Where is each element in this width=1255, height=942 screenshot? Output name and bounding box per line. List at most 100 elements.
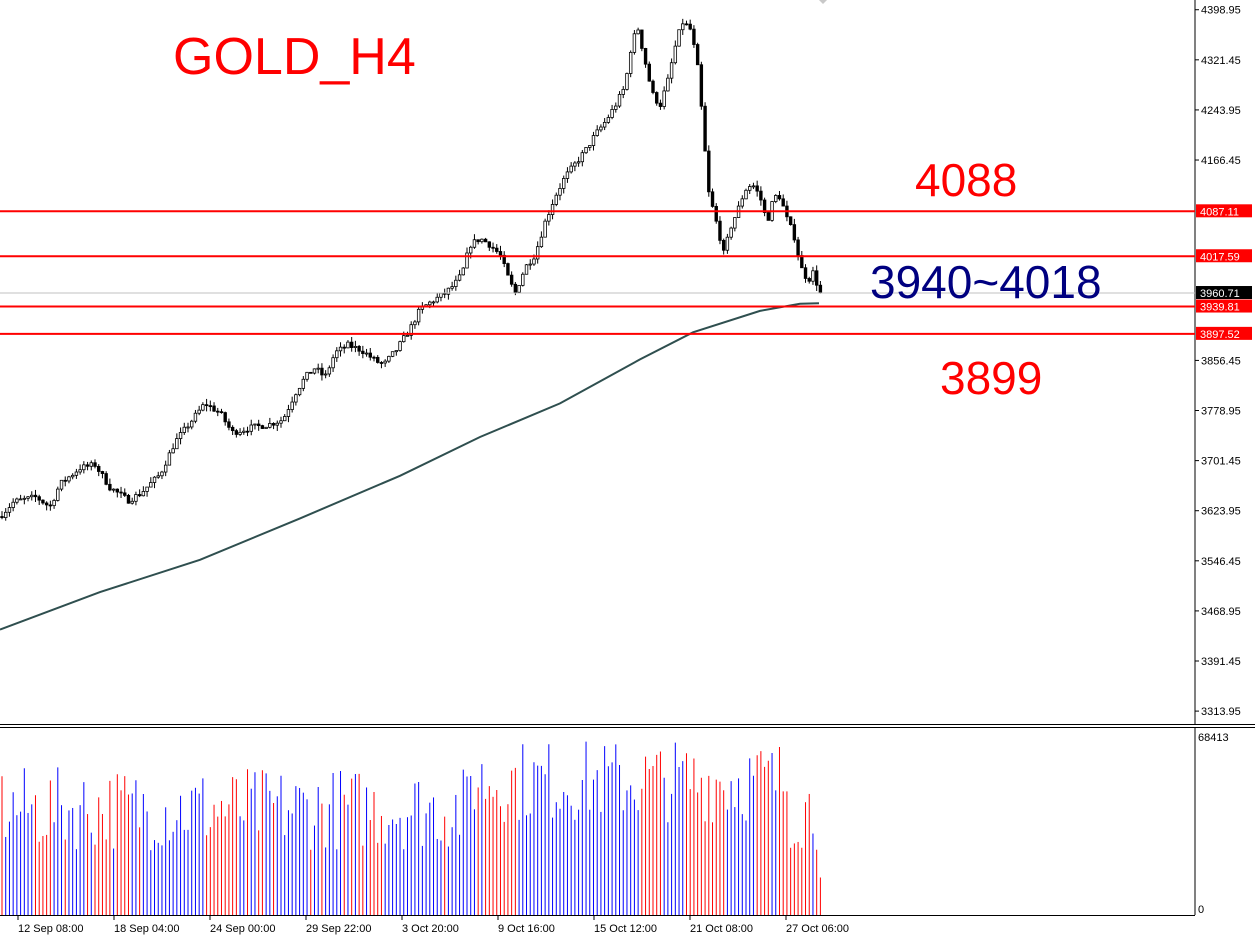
candle	[535, 241, 540, 264]
candle	[70, 473, 75, 480]
time-tick-label: 9 Oct 16:00	[498, 923, 555, 935]
price-tick-label: 4243.95	[1201, 105, 1241, 117]
candle	[621, 86, 625, 99]
candle	[562, 175, 566, 194]
candle	[755, 180, 759, 197]
candle	[699, 61, 704, 110]
time-tick-label: 3 Oct 20:00	[402, 923, 459, 935]
price-tick-label: 3546.45	[1201, 556, 1241, 568]
candle	[647, 61, 651, 82]
candle	[149, 477, 153, 488]
candle	[104, 471, 108, 486]
candle	[599, 124, 603, 133]
candle	[774, 194, 778, 204]
price-panel[interactable]: 4398.95 4321.45 4243.95 4166.45 3856.45 3778.…	[0, 0, 1255, 728]
candle	[580, 149, 585, 167]
horizontal-lines[interactable]	[0, 210, 1195, 335]
candle	[733, 217, 737, 232]
time-axis-ticks: 12 Sep 08:00 18 Sep 04:00 24 Sep 00:00 29 S…	[17, 915, 849, 935]
candle	[457, 269, 462, 282]
candle	[792, 218, 797, 243]
candle	[558, 183, 562, 201]
candle	[126, 493, 131, 504]
candle	[803, 264, 808, 283]
candle	[134, 491, 138, 506]
candle	[44, 501, 49, 511]
candle	[186, 422, 190, 433]
candle	[394, 350, 399, 356]
volume-max-label: 68413	[1198, 732, 1229, 744]
candle	[219, 408, 224, 414]
candle	[15, 497, 19, 505]
volume-panel[interactable]: 68413 0	[0, 727, 1229, 916]
candle	[666, 74, 670, 92]
candle	[4, 508, 8, 521]
candle	[413, 319, 417, 329]
candle	[167, 449, 172, 466]
annotation-range: 3940~4018	[870, 256, 1102, 308]
candle	[710, 188, 715, 208]
candle	[524, 264, 529, 275]
candle	[673, 40, 678, 65]
time-tick-label: 12 Sep 08:00	[18, 923, 83, 935]
candle	[379, 361, 384, 369]
candle	[554, 192, 558, 207]
candle	[807, 276, 811, 284]
candle	[495, 244, 499, 254]
candle	[160, 470, 164, 480]
candle	[130, 497, 134, 505]
candle	[662, 86, 666, 110]
candle	[67, 475, 71, 484]
candle	[249, 419, 253, 436]
candle	[190, 419, 194, 430]
candle	[141, 486, 146, 497]
candle	[78, 464, 82, 475]
candle	[204, 398, 209, 412]
candle	[550, 199, 555, 220]
candle	[245, 426, 250, 437]
candle	[305, 371, 309, 382]
price-tick-label: 3778.95	[1201, 406, 1241, 418]
candle	[368, 347, 372, 361]
candle	[123, 488, 127, 497]
candle	[681, 18, 685, 35]
candle	[576, 156, 581, 167]
candle	[178, 427, 183, 445]
candle	[193, 409, 198, 424]
candle	[431, 300, 436, 306]
candle	[714, 203, 718, 224]
candle	[539, 231, 544, 248]
candle	[97, 464, 101, 477]
price-tick-label: 4321.45	[1201, 55, 1241, 67]
candle	[506, 262, 510, 276]
price-tick-label: 3856.45	[1201, 355, 1241, 367]
level-tag-label: 4087.11	[1200, 206, 1239, 218]
candle	[509, 271, 514, 287]
chart-shift-icon[interactable]	[819, 0, 827, 4]
candle	[651, 79, 655, 95]
candle	[115, 488, 120, 498]
price-tick-label: 3313.95	[1201, 706, 1241, 718]
price-tags: 4087.11 4017.59 3939.81 3897.52 3960.71	[1196, 204, 1252, 341]
candle	[145, 486, 149, 497]
candle	[725, 233, 730, 254]
candle	[759, 186, 763, 206]
candle	[521, 272, 525, 287]
candle	[461, 267, 465, 276]
candle	[814, 265, 819, 292]
candle	[781, 194, 785, 207]
candle	[37, 494, 41, 506]
level-tag	[1196, 299, 1252, 313]
candle	[387, 355, 391, 363]
price-axis-ticks: 4398.95 4321.45 4243.95 4166.45 3856.45 3778.…	[1195, 5, 1241, 718]
level-tag	[1196, 204, 1252, 218]
candle	[208, 400, 213, 412]
candle	[483, 237, 488, 243]
candle	[565, 167, 570, 183]
candle	[33, 489, 38, 502]
candle	[476, 239, 480, 245]
candle	[372, 355, 376, 362]
current-price-tag	[1196, 286, 1252, 300]
candle	[695, 42, 700, 66]
candle	[85, 461, 90, 471]
